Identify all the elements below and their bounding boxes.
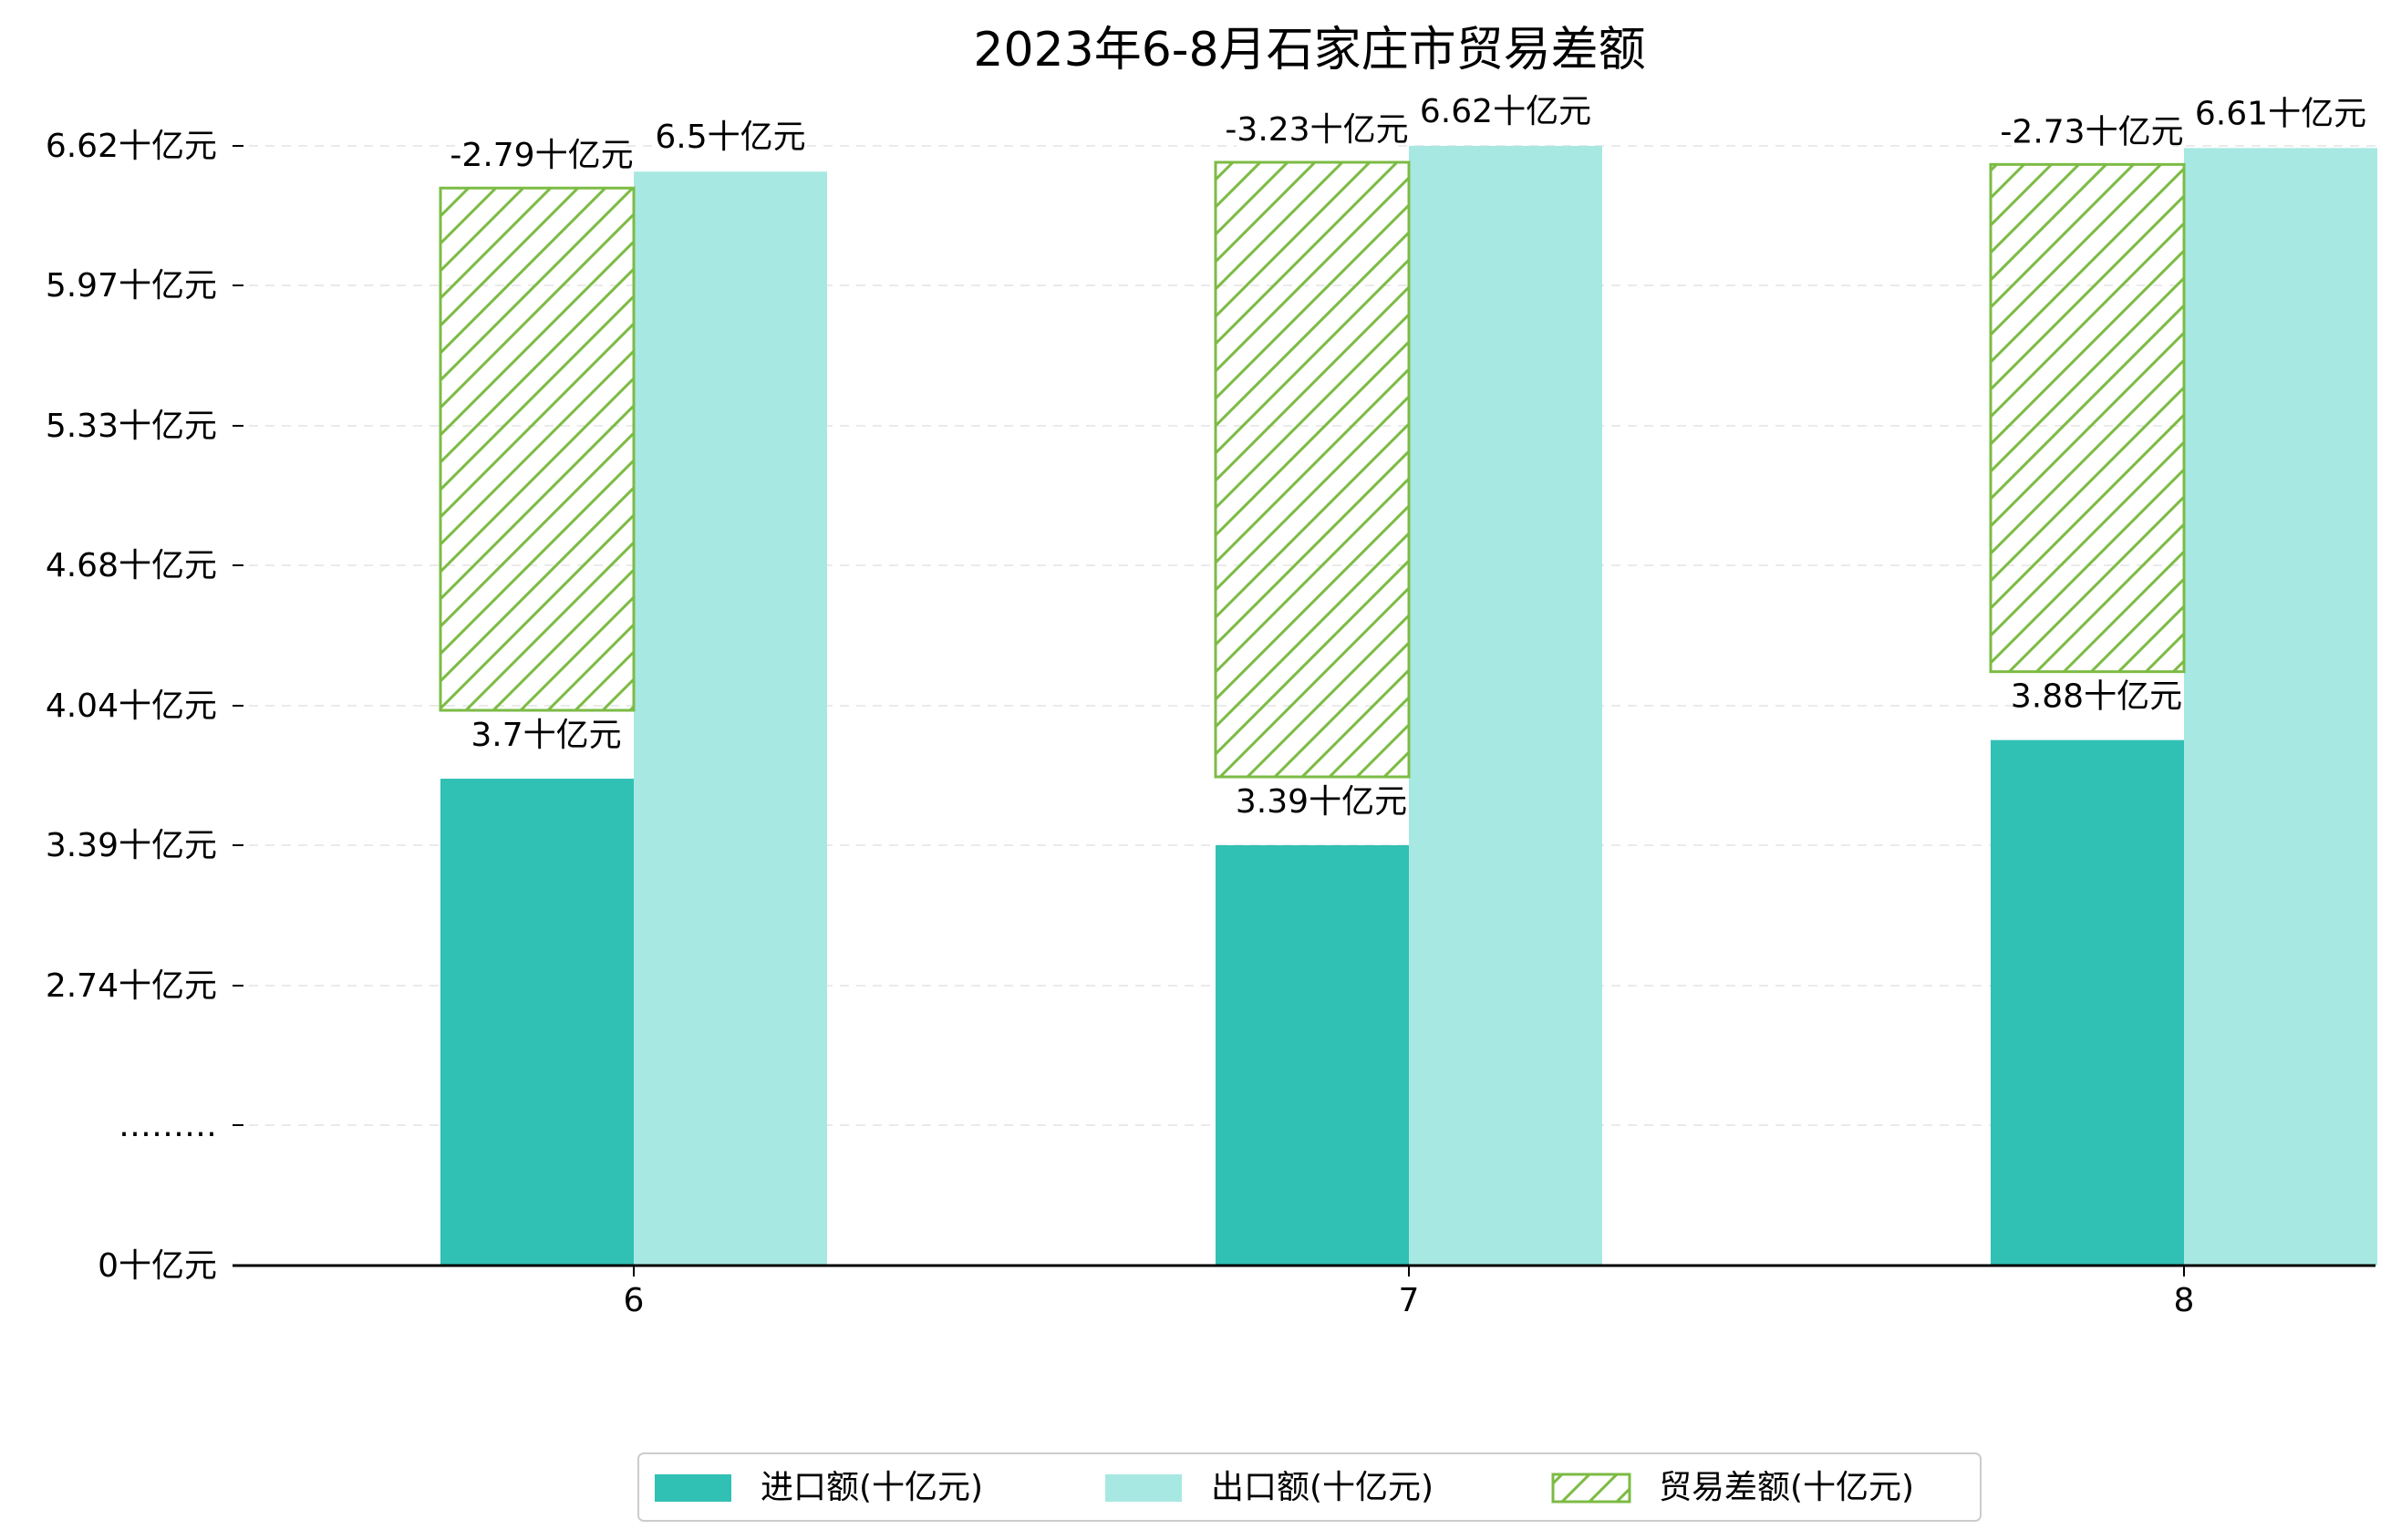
y-tick-label: 2.74十亿元	[46, 967, 217, 1005]
y-tick-label: 6.62十亿元	[46, 128, 217, 165]
legend-box	[637, 1452, 1982, 1522]
import-bar	[1216, 845, 1409, 1266]
export-value-label: 6.62十亿元	[1420, 93, 1591, 130]
y-tick-label: 0十亿元	[98, 1247, 217, 1285]
legend-swatch	[1105, 1474, 1182, 1502]
import-bar	[440, 779, 634, 1266]
y-axis: 0十亿元 ……… 2.74十亿元 3.39十亿元 4.04十亿元 4.68十亿元 5.33十…	[46, 128, 243, 1285]
data-label-box	[461, 133, 622, 180]
x-tick-label: 8	[2174, 1282, 2195, 1319]
data-label-box	[668, 115, 793, 161]
x-tick-label: 6	[624, 1282, 645, 1319]
import-value-label: 3.7十亿元	[471, 717, 621, 754]
balance-bar	[1214, 160, 1411, 779]
y-tick-label: 5.97十亿元	[46, 267, 217, 305]
balance-bar	[1989, 162, 2186, 674]
import-bar	[1991, 739, 2184, 1266]
legend-label: 进口额(十亿元)	[761, 1469, 983, 1506]
legend-swatch	[655, 1474, 731, 1502]
bars	[439, 146, 2377, 1266]
balance-value-label: -3.23十亿元	[1225, 111, 1408, 149]
data-label-box	[2024, 674, 2168, 720]
data-labels: 6.5十亿元 3.7十亿元 -2.79十亿元 6.62十亿元 3.39十亿元 -3.23十…	[450, 89, 2366, 825]
y-tick-label: 4.68十亿元	[46, 547, 217, 584]
y-tick-label: 3.39十亿元	[46, 827, 217, 864]
legend-label: 出口额(十亿元)	[1211, 1469, 1434, 1506]
export-bar	[1409, 146, 1602, 1266]
data-label-box	[2012, 109, 2172, 156]
export-value-label: 6.5十亿元	[655, 119, 805, 156]
export-value-label: 6.61十亿元	[2195, 95, 2366, 132]
balance-value-label: -2.73十亿元	[2000, 113, 2183, 150]
data-label-box	[1249, 780, 1393, 825]
legend-label: 贸易差额(十亿元)	[1659, 1469, 1914, 1506]
y-tick-label: 4.04十亿元	[46, 687, 217, 725]
import-value-label: 3.88十亿元	[2011, 678, 2182, 716]
export-bar	[634, 171, 827, 1266]
x-axis: 6 7 8	[233, 1264, 2375, 1319]
export-bar	[2184, 148, 2377, 1266]
import-value-label: 3.39十亿元	[1236, 783, 1407, 821]
data-label-box	[1237, 108, 1397, 153]
data-label-box	[483, 713, 609, 760]
y-tick-label: ………	[119, 1107, 217, 1144]
balance-bar	[439, 186, 636, 712]
balance-value-label: -2.79十亿元	[450, 137, 633, 174]
data-label-box	[1434, 89, 1578, 135]
legend: 进口额(十亿元) 出口额(十亿元) 贸易差额(十亿元)	[637, 1452, 1982, 1522]
chart-title: 2023年6-8月石家庄市贸易差额	[973, 23, 1645, 78]
y-tick-label: 5.33十亿元	[46, 408, 217, 445]
data-label-box	[2209, 91, 2353, 138]
x-tick-label: 7	[1399, 1282, 1420, 1319]
legend-swatch	[1551, 1473, 1631, 1504]
